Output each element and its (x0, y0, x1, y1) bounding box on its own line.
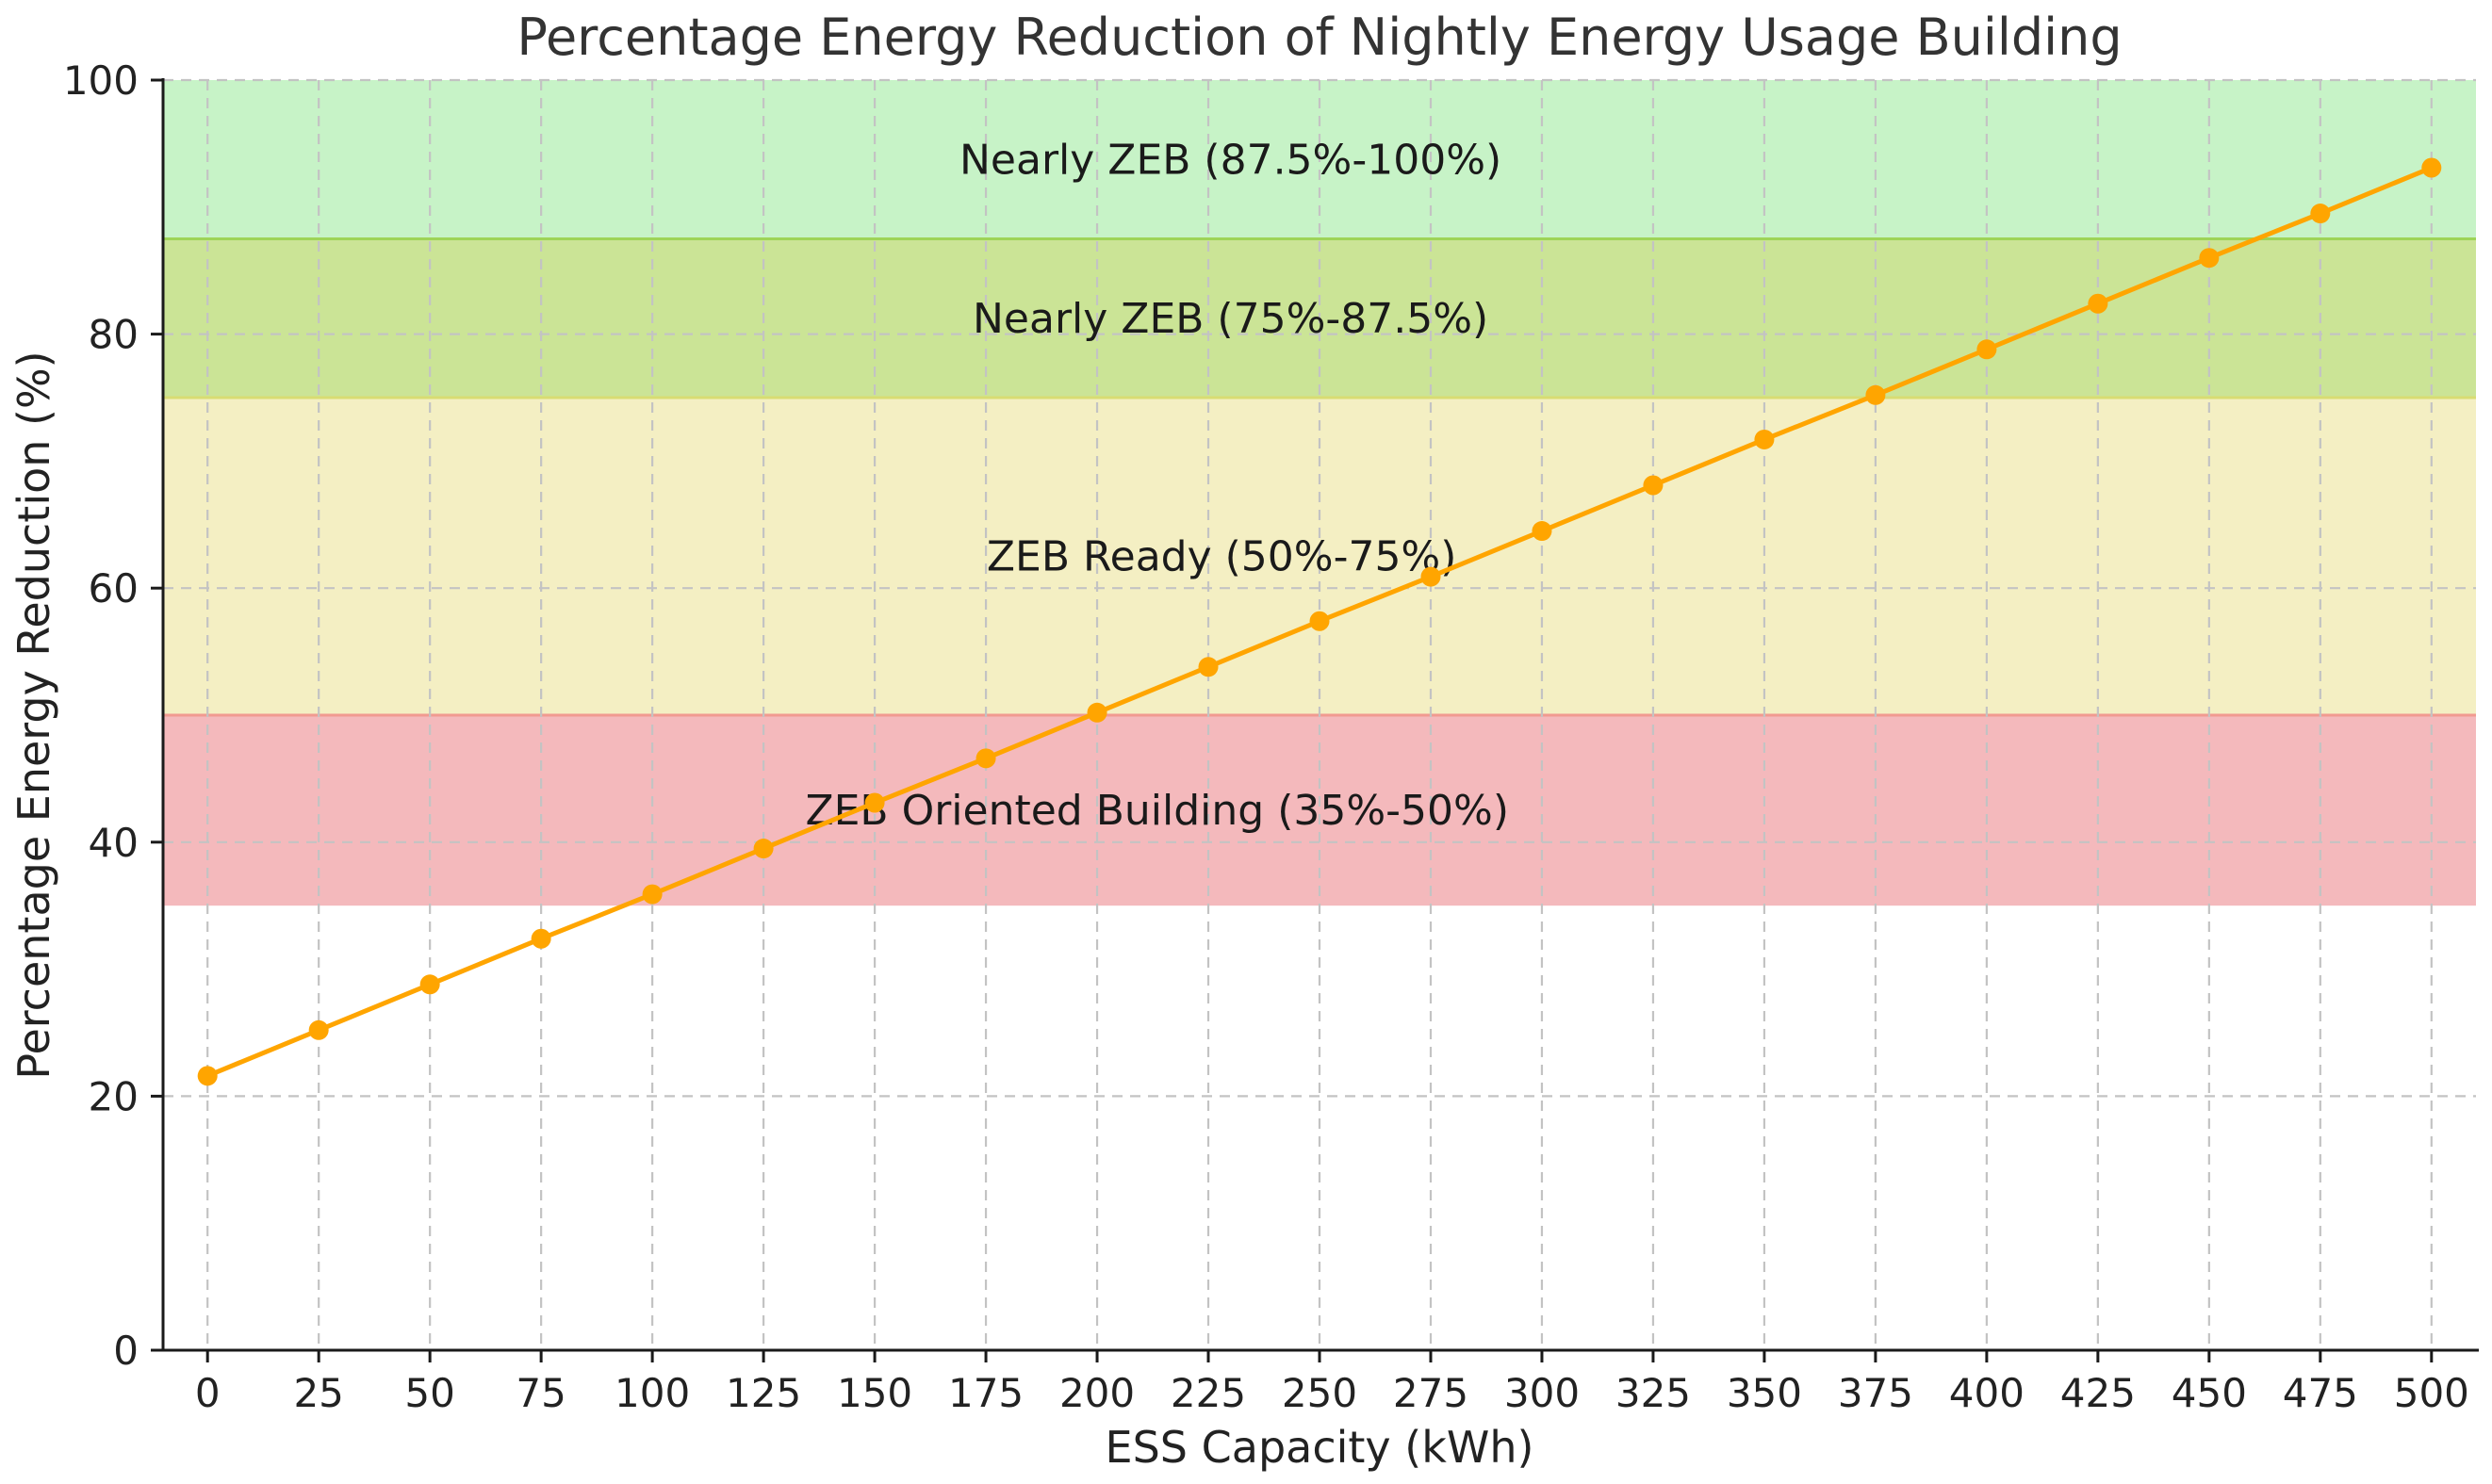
data-point-marker (1420, 566, 1441, 587)
data-point-marker (864, 792, 885, 813)
data-point-marker (197, 1066, 218, 1086)
x-tick-label: 225 (1171, 1370, 1246, 1416)
y-tick-label: 0 (113, 1328, 139, 1374)
x-tick-label: 125 (726, 1370, 801, 1416)
y-tick-label: 20 (89, 1073, 139, 1119)
band-label: ZEB Ready (50%-75%) (987, 533, 1457, 581)
y-tick-label: 40 (89, 820, 139, 866)
data-point-marker (1643, 475, 1664, 496)
x-tick-label: 200 (1059, 1370, 1135, 1416)
data-point-marker (1976, 339, 1997, 360)
x-tick-label: 25 (293, 1370, 343, 1416)
data-point-marker (419, 974, 440, 995)
x-tick-label: 425 (2060, 1370, 2136, 1416)
y-tick-label: 80 (89, 312, 139, 358)
data-markers (197, 157, 2442, 1086)
x-tick-label: 300 (1504, 1370, 1580, 1416)
data-point-marker (1754, 429, 1775, 449)
data-point-marker (642, 884, 663, 905)
x-tick-label: 400 (1949, 1370, 2025, 1416)
data-point-marker (1532, 521, 1552, 542)
axes-spines (151, 78, 2479, 1362)
data-point-marker (1198, 657, 1219, 677)
data-point-marker (2310, 204, 2331, 224)
x-tick-label: 375 (1838, 1370, 1913, 1416)
data-point-marker (1087, 702, 1107, 723)
x-tick-label: 150 (837, 1370, 912, 1416)
x-tick-label: 450 (2172, 1370, 2247, 1416)
data-point-marker (1309, 611, 1330, 631)
x-tick-label: 50 (404, 1370, 454, 1416)
x-tick-label: 475 (2283, 1370, 2358, 1416)
x-tick-label: 75 (516, 1370, 566, 1416)
band-label: Nearly ZEB (75%-87.5%) (973, 295, 1488, 343)
tick-labels: 0 25 50 75 100 125 150 175 200 225 250 275 300 325 350… (63, 57, 2469, 1416)
chart-title: Percentage Energy Reduction of Nightly E… (516, 8, 2122, 67)
band-labels: Nearly ZEB (87.5%-100%) Nearly ZEB (75%-8… (805, 136, 1509, 835)
x-tick-label: 275 (1393, 1370, 1468, 1416)
x-tick-label: 350 (1727, 1370, 1802, 1416)
data-point-marker (2088, 293, 2108, 314)
data-point-marker (2199, 248, 2220, 269)
data-point-marker (753, 839, 774, 859)
band-label: Nearly ZEB (87.5%-100%) (959, 136, 1501, 184)
x-tick-label: 325 (1615, 1370, 1691, 1416)
x-tick-label: 100 (615, 1370, 690, 1416)
y-tick-label: 100 (63, 57, 139, 104)
data-point-marker (308, 1019, 329, 1040)
x-tick-label: 250 (1282, 1370, 1357, 1416)
y-axis-label: Percentage Energy Reduction (%) (8, 351, 59, 1079)
data-point-marker (531, 928, 551, 949)
band-label: ZEB Oriented Building (35%-50%) (805, 787, 1509, 835)
x-axis-label: ESS Capacity (kWh) (1106, 1422, 1534, 1473)
x-tick-label: 175 (948, 1370, 1024, 1416)
data-point-marker (2421, 157, 2442, 178)
gridlines (163, 78, 2476, 1350)
chart-layers: Nearly ZEB (87.5%-100%) Nearly ZEB (75%-8… (63, 57, 2479, 1416)
x-tick-label: 500 (2394, 1370, 2469, 1416)
data-point-marker (975, 748, 996, 769)
x-tick-label: 0 (195, 1370, 221, 1416)
y-tick-label: 60 (89, 565, 139, 612)
data-point-marker (1865, 384, 1886, 405)
